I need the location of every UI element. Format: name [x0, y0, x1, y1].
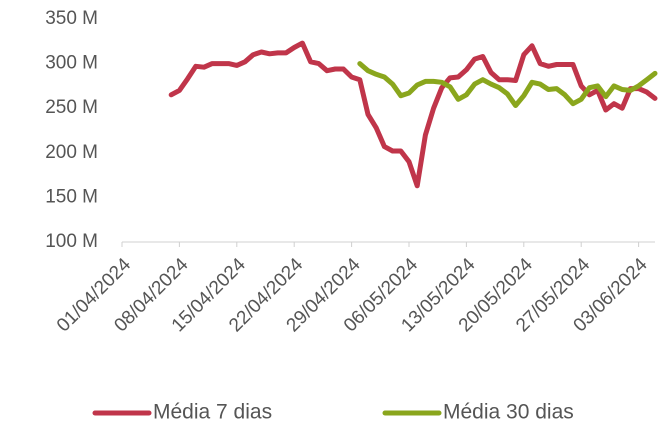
legend-label: Média 30 dias [443, 401, 574, 424]
legend-label: Média 7 dias [153, 401, 272, 424]
y-tick-label: 150 M [45, 186, 98, 207]
y-tick-label: 100 M [45, 231, 98, 252]
y-tick-label: 350 M [45, 8, 98, 29]
series-line [168, 40, 658, 189]
series-line [357, 61, 658, 108]
y-tick-label: 200 M [45, 142, 98, 163]
y-tick-label: 300 M [45, 53, 98, 74]
y-tick-label: 250 M [45, 97, 98, 118]
